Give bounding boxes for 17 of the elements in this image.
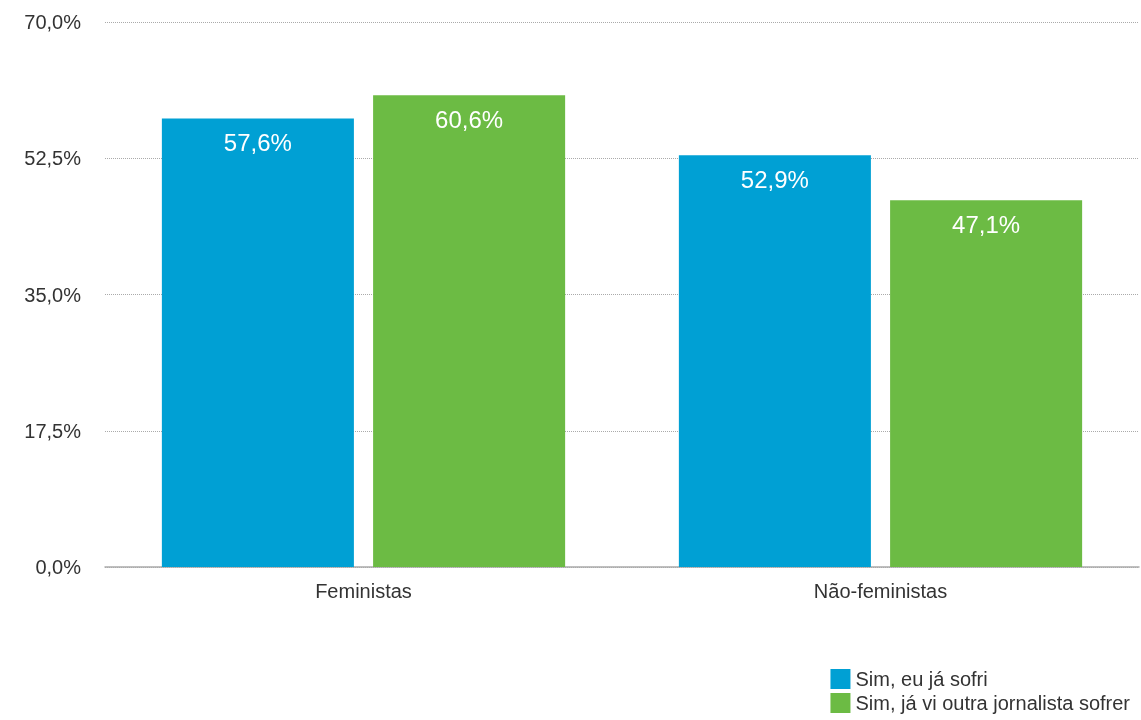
- data-label: 57,6%: [223, 129, 292, 157]
- x-tick-label: Feministas: [315, 580, 412, 602]
- data-label: 60,6%: [435, 105, 504, 133]
- y-tick-label: 17,5%: [24, 419, 82, 442]
- data-label: 52,9%: [740, 165, 809, 193]
- legend-label: Sim, já vi outra jornalista sofrer: [855, 692, 1131, 714]
- y-tick-label: 52,5%: [24, 147, 82, 170]
- y-tick-label: 35,0%: [24, 283, 82, 306]
- bar: [373, 95, 566, 567]
- y-tick-label: 0,0%: [35, 556, 82, 578]
- bar: [678, 155, 871, 567]
- bar: [890, 200, 1083, 567]
- y-tick-label: 70,0%: [24, 11, 82, 33]
- bar: [161, 118, 354, 567]
- x-tick-label: Não-feministas: [813, 580, 948, 602]
- legend-label: Sim, eu já sofri: [855, 668, 988, 690]
- data-label: 47,1%: [952, 210, 1021, 238]
